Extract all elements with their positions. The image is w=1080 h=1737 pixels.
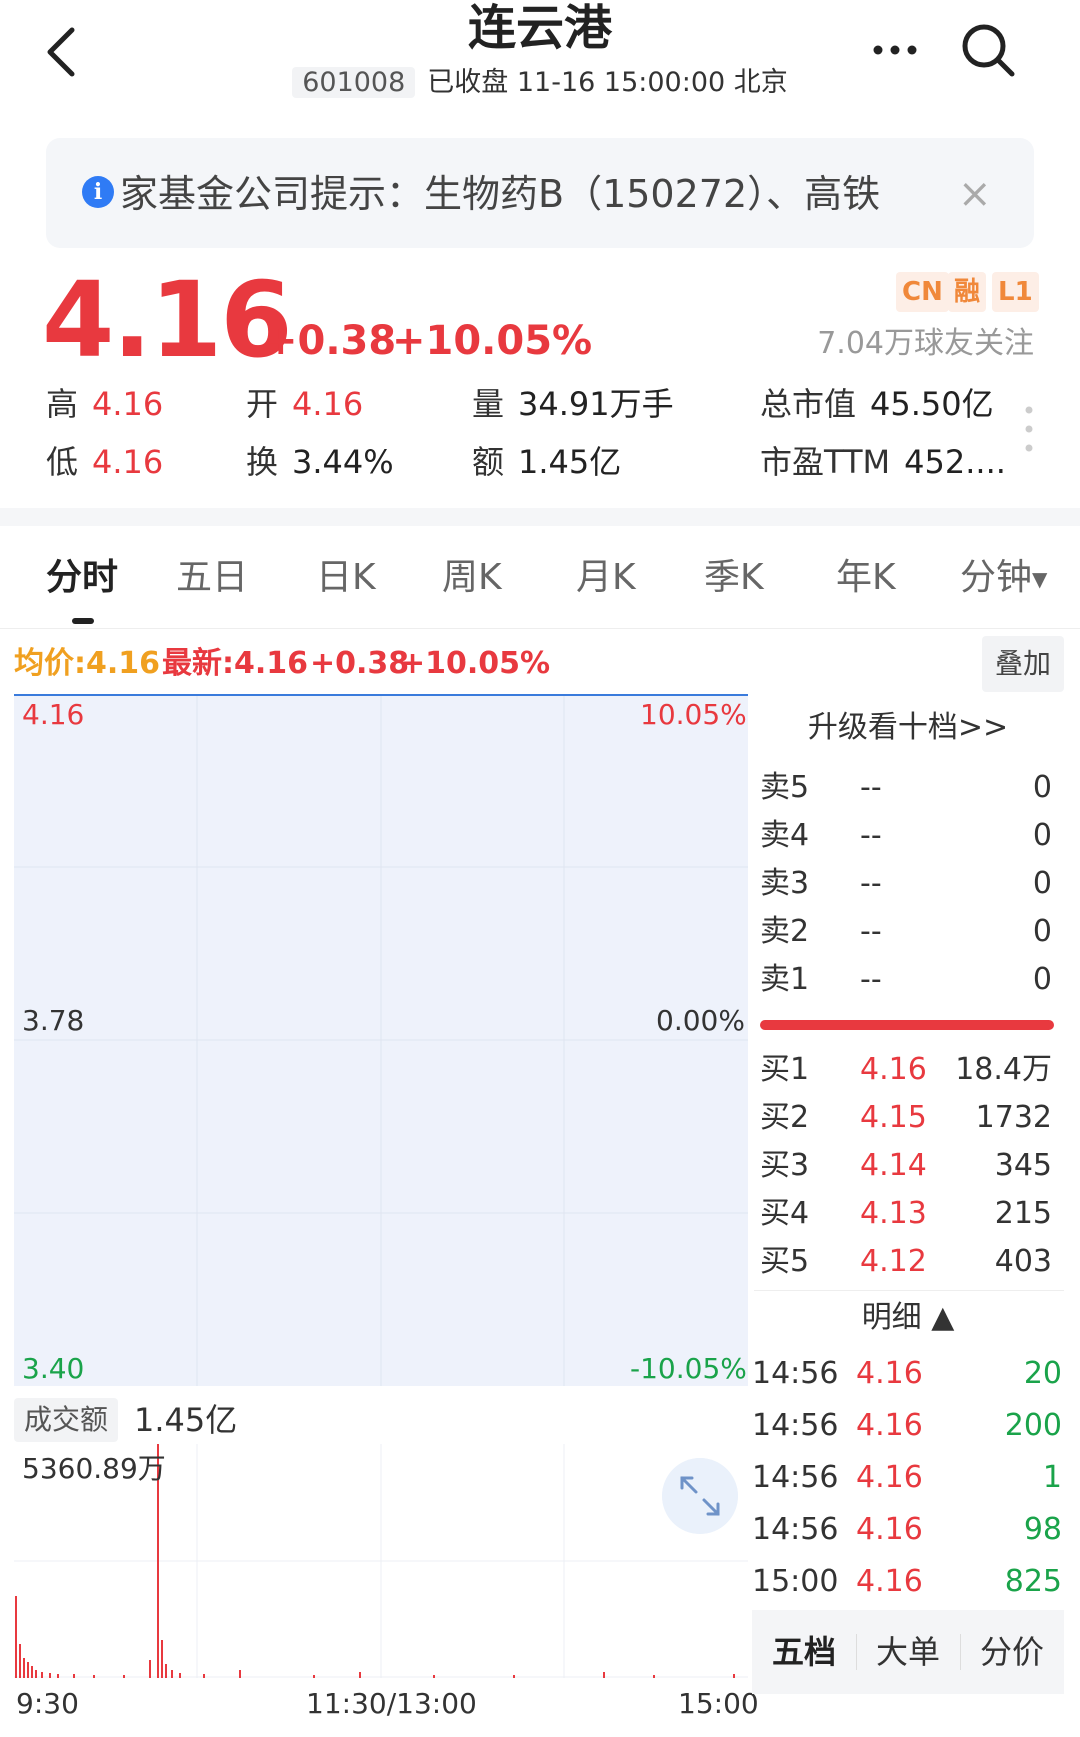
ask-row-1: 卖1 -- 0 xyxy=(760,962,1052,997)
time-start-label: 9:30 xyxy=(16,1687,79,1720)
tick-row: 14:56 4.16 200 xyxy=(752,1408,1062,1443)
info-change-percent: +10.05% xyxy=(400,646,551,681)
bid-row-3: 买3 4.14 345 xyxy=(760,1148,1052,1183)
expand-stats-icon[interactable] xyxy=(1024,404,1034,454)
volume-chart xyxy=(14,1444,748,1678)
tab-five-levels[interactable]: 五档 xyxy=(771,1633,836,1671)
upgrade-ten-levels-link[interactable]: 升级看十档>> xyxy=(807,710,1009,745)
price-change: +0.38 xyxy=(264,318,397,364)
tab-large-orders[interactable]: 大单 xyxy=(875,1633,940,1671)
tab-monthly-k[interactable]: 月K xyxy=(576,557,636,598)
pct-mid-label: 0.00% xyxy=(656,1004,745,1037)
orderbook-divider xyxy=(754,1290,1064,1291)
stat-market-cap: 总市值 45.50亿 xyxy=(760,385,994,423)
tab-quarterly-k[interactable]: 季K xyxy=(704,557,764,598)
orderbook-tabs xyxy=(752,1610,1064,1694)
tabs-divider xyxy=(0,628,1080,629)
bid-row-5: 买5 4.12 403 xyxy=(760,1244,1052,1279)
market-status: 已收盘 11-16 15:00:00 北京 xyxy=(427,67,788,98)
stat-volume: 量 34.91万手 xyxy=(472,385,674,423)
price-line xyxy=(14,694,748,696)
info-icon: i xyxy=(82,176,114,208)
pct-low-label: -10.05% xyxy=(630,1352,747,1385)
time-end-label: 15:00 xyxy=(678,1687,759,1720)
price-mid-label: 3.78 xyxy=(22,1004,85,1037)
ask-row-3: 卖3 -- 0 xyxy=(760,866,1052,901)
active-tab-indicator xyxy=(72,618,94,624)
stock-title: 连云港 xyxy=(467,0,612,56)
avg-price: 均价:4.16 xyxy=(14,646,161,681)
detail-toggle[interactable]: 明细 ▲ xyxy=(861,1300,955,1335)
buy-sell-ratio-bar xyxy=(760,1020,1054,1030)
caret-down-icon: ▼ xyxy=(1032,567,1048,591)
overlay-button[interactable]: 叠加 xyxy=(982,636,1064,692)
tab-weekly-k[interactable]: 周K xyxy=(442,557,502,598)
fullscreen-expand-icon[interactable] xyxy=(662,1458,738,1534)
stat-open: 开 4.16 xyxy=(246,385,364,423)
current-price: 4.16 xyxy=(42,259,293,381)
ask-row-5: 卖5 -- 0 xyxy=(760,770,1052,805)
tab-separator xyxy=(856,1634,857,1670)
stat-high: 高 4.16 xyxy=(46,385,164,423)
volume-label[interactable]: 成交额 xyxy=(14,1398,118,1442)
notice-text: 家基金公司提示：生物药B（150272）、高铁 xyxy=(120,172,881,216)
tick-row: 14:56 4.16 20 xyxy=(752,1356,1062,1391)
tick-row: 15:00 4.16 825 xyxy=(752,1564,1062,1599)
followers-count[interactable]: 7.04万球友关注 xyxy=(817,326,1034,361)
badge-margin[interactable]: 融 xyxy=(948,272,987,312)
tab-intraday[interactable]: 分时 xyxy=(46,557,119,598)
volume-value: 1.45亿 xyxy=(134,1401,238,1439)
tick-row: 14:56 4.16 98 xyxy=(752,1512,1062,1547)
pct-high-label: 10.05% xyxy=(640,698,747,731)
tab-minute[interactable]: 分钟▼ xyxy=(960,557,1048,598)
close-icon[interactable]: × xyxy=(958,171,992,217)
bid-row-4: 买4 4.13 215 xyxy=(760,1196,1052,1231)
back-arrow-icon[interactable] xyxy=(40,22,84,82)
chart-grid xyxy=(14,694,748,1386)
tab-yearly-k[interactable]: 年K xyxy=(836,557,896,598)
stat-pe-ttm: 市盈TTM 452.... xyxy=(760,443,1006,481)
time-mid-label: 11:30/13:00 xyxy=(306,1687,477,1720)
price-change-percent: +10.05% xyxy=(392,318,593,364)
tab-five-day[interactable]: 五日 xyxy=(176,557,249,598)
search-icon[interactable] xyxy=(958,20,1018,80)
section-separator xyxy=(0,508,1080,526)
stat-low: 低 4.16 xyxy=(46,443,164,481)
bid-row-2: 买2 4.15 1732 xyxy=(760,1100,1052,1135)
price-low-label: 3.40 xyxy=(22,1352,85,1385)
latest-price: 最新:4.16 xyxy=(162,646,309,681)
volume-max-label: 5360.89万 xyxy=(22,1452,166,1485)
tab-daily-k[interactable]: 日K xyxy=(316,557,376,598)
badge-l1[interactable]: L1 xyxy=(992,272,1039,312)
stat-amount: 额 1.45亿 xyxy=(472,443,622,481)
bid-row-1: 买1 4.16 18.4万 xyxy=(760,1052,1052,1087)
stock-code: 601008 xyxy=(292,67,416,98)
stock-subtitle: 601008 已收盘 11-16 15:00:00 北京 xyxy=(0,64,1080,102)
notice-banner[interactable] xyxy=(46,138,1034,248)
more-icon[interactable] xyxy=(870,28,920,68)
badge-cn[interactable]: CN xyxy=(896,272,949,312)
ask-row-4: 卖4 -- 0 xyxy=(760,818,1052,853)
tick-row: 14:56 4.16 1 xyxy=(752,1460,1062,1495)
stat-turnover: 换 3.44% xyxy=(246,443,394,481)
info-change: +0.38 xyxy=(310,646,410,681)
ask-row-2: 卖2 -- 0 xyxy=(760,914,1052,949)
tab-separator xyxy=(960,1634,961,1670)
tab-price-distribution[interactable]: 分价 xyxy=(979,1633,1044,1671)
price-high-label: 4.16 xyxy=(22,698,85,731)
